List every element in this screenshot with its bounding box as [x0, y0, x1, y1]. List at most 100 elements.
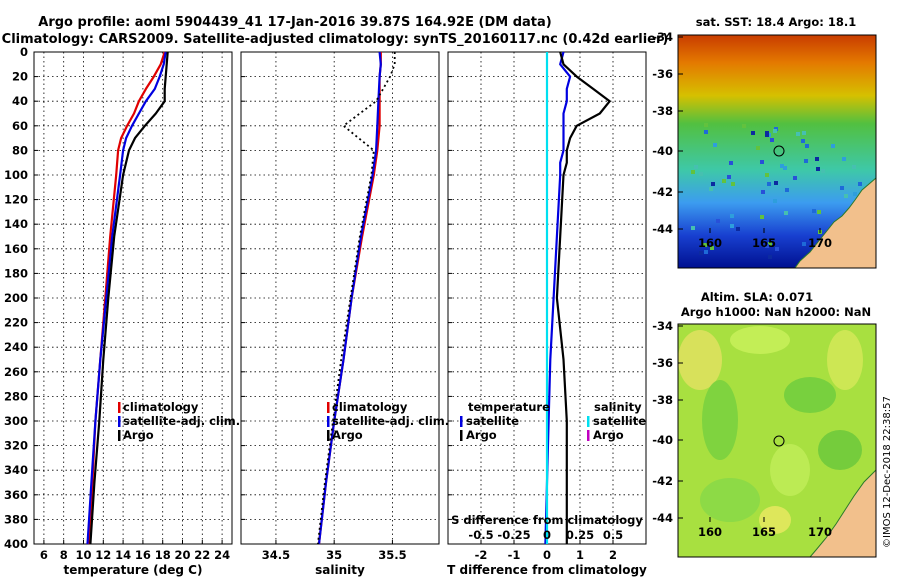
sst-pixel	[713, 143, 717, 147]
sst-pixel	[785, 188, 789, 192]
x-tick-label: 22	[194, 548, 210, 562]
x-tick-label: 2	[609, 548, 617, 562]
legend-s-argo: Argo	[593, 428, 624, 442]
lat-tick-label: -36	[652, 356, 673, 370]
sst-pixel	[812, 209, 816, 213]
depth-tick-label: 340	[4, 463, 28, 477]
sst-pixel	[858, 182, 862, 186]
sla-blob	[818, 430, 862, 470]
sst-pixel	[768, 242, 772, 246]
depth-tick-label: 140	[4, 217, 28, 231]
difference-xlabel: T difference from climatology	[447, 563, 647, 577]
sst-pixel	[699, 172, 703, 176]
depth-tick-label: 280	[4, 389, 28, 403]
legend-climatology: climatology	[123, 400, 199, 414]
sst-pixel	[802, 242, 806, 246]
depth-tick-label: 300	[4, 414, 28, 428]
sst-pixel	[694, 165, 698, 169]
lon-tick-label: 170	[808, 236, 832, 250]
sst-pixel	[773, 129, 777, 133]
legend-t-satellite: satellite	[466, 414, 519, 428]
x-tick-label: 1	[576, 548, 584, 562]
sst-pixel	[768, 255, 772, 259]
sst-pixel	[804, 159, 808, 163]
sst-pixel	[796, 132, 800, 136]
legend-satellite-mark	[118, 416, 121, 427]
legend-s-argo-mark	[587, 430, 590, 441]
x-tick-label: 12	[95, 548, 111, 562]
depth-tick-label: 400	[4, 537, 28, 551]
sst-pixel	[711, 182, 715, 186]
legend-temperature-title: temperature	[468, 400, 550, 414]
salinity-panel: 34.5 35 35.5 salinity climatology satellit…	[240, 51, 449, 577]
lat-tick-label: -38	[652, 104, 673, 118]
sla-map: Altim. SLA: 0.071 Argo h1000: NaN h2000:…	[652, 290, 877, 558]
sst-pixel	[756, 146, 760, 150]
sst-pixel	[704, 250, 708, 254]
sst-pixel	[731, 182, 735, 186]
depth-tick-label: 120	[4, 193, 28, 207]
sla-blob	[770, 444, 810, 496]
title-line1: Argo profile: aoml 5904439_41 17-Jan-201…	[38, 15, 551, 30]
sla-blob	[784, 377, 836, 413]
depth-tick-label: 180	[4, 266, 28, 280]
depth-tick-label: 320	[4, 439, 28, 453]
sst-pixel	[742, 124, 746, 128]
sla-argo-location-marker	[773, 435, 785, 447]
sst-pixel	[852, 165, 856, 169]
sla-blob	[700, 478, 760, 522]
depth-tick-label: 0	[20, 45, 28, 59]
salinity-xlabel: salinity	[315, 563, 365, 577]
depth-tick-label: 160	[4, 242, 28, 256]
lat-tick-label: -44	[652, 222, 673, 236]
depth-tick-label: 40	[12, 94, 28, 108]
lat-tick-label: -34	[652, 319, 673, 333]
sst-pixel	[853, 192, 857, 196]
x-tick-label: 16	[135, 548, 151, 562]
sla-blob	[827, 330, 863, 390]
series-t-satellite-line	[544, 51, 572, 545]
series-satellite-adj-clim--line	[317, 51, 382, 545]
salinity-legend: climatology satellite-adj. clim. Argo	[327, 400, 449, 442]
sst-pixel	[729, 161, 733, 165]
x-tick-label: 24	[214, 548, 230, 562]
x-tick-label: 34.5	[262, 548, 290, 562]
lon-tick-label: 160	[698, 236, 722, 250]
sla-blob	[759, 506, 791, 534]
series-satellite-adj-clim--line	[86, 51, 167, 545]
sst-pixel	[815, 157, 819, 161]
top-tick-label: 0.5	[603, 528, 623, 542]
lat-tick-label: -36	[652, 67, 673, 81]
sst-pixel	[765, 244, 769, 248]
legend-climatology: climatology	[332, 400, 408, 414]
temperature-legend: climatology satellite-adj. clim. Argo	[118, 400, 240, 442]
sst-pixel	[844, 194, 848, 198]
x-tick-label: 35	[326, 548, 342, 562]
legend-t-satellite-mark	[460, 416, 463, 427]
sla-map-subtitle: Argo h1000: NaN h2000: NaN	[681, 305, 871, 319]
lat-tick-label: -42	[652, 474, 673, 488]
lat-tick-label: -38	[652, 393, 673, 407]
sst-pixel	[770, 138, 774, 142]
legend-s-satellite-mark	[587, 416, 590, 427]
sst-pixel	[831, 144, 835, 148]
x-tick-label: 35.5	[378, 548, 406, 562]
legend-argo: Argo	[123, 428, 154, 442]
depth-tick-label: 60	[12, 119, 28, 133]
sst-pixel	[767, 182, 771, 186]
sst-pixel	[761, 190, 765, 194]
lon-tick-label: 170	[808, 525, 832, 539]
credit-text: ©IMOS 12-Dec-2018 22:38:57	[882, 396, 893, 548]
depth-tick-label: 100	[4, 168, 28, 182]
depth-tick-label: 260	[4, 365, 28, 379]
x-tick-label: 20	[174, 548, 190, 562]
sst-pixel	[722, 179, 726, 183]
depth-tick-label: 20	[12, 70, 28, 84]
sst-pixel	[840, 186, 844, 190]
top-tick-label: -0.5	[468, 528, 493, 542]
temperature-panel: 6 8 10 12 14 16 18 20 22 24 temperature (deg C) c…	[33, 51, 240, 577]
sla-axes: -34 -36 -38 -40 -42 -44 160 165 170	[652, 319, 832, 539]
lat-tick-label: -40	[652, 433, 673, 447]
x-tick-label: -2	[475, 548, 488, 562]
legend-s-satellite: satellite	[593, 414, 646, 428]
